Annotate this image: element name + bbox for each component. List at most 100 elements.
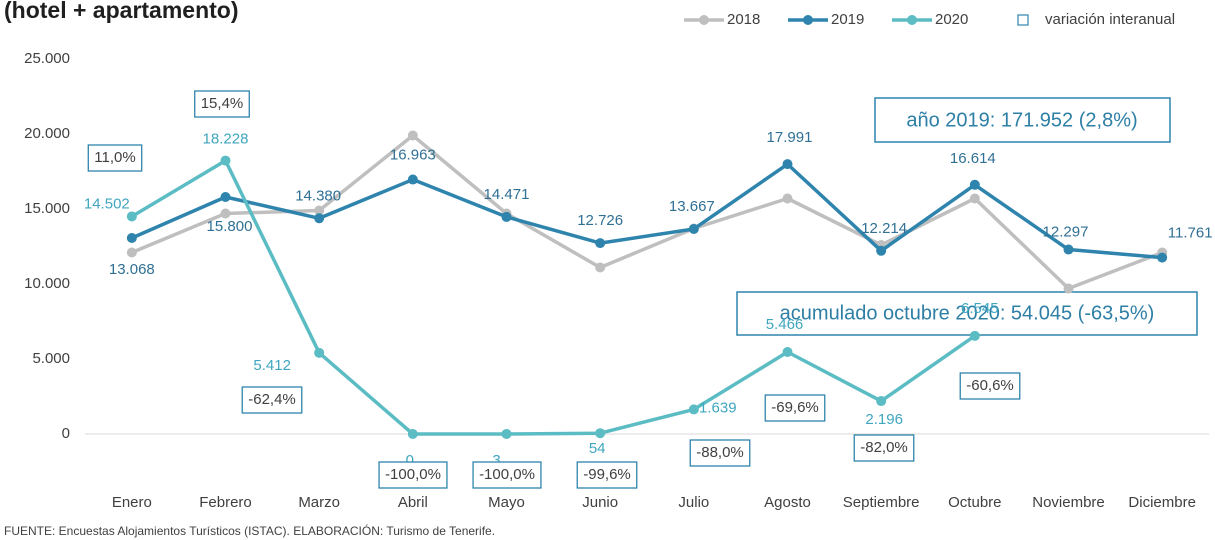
data-label: 2.196: [865, 411, 903, 428]
variation-box: [378, 461, 448, 489]
variation-box: [764, 394, 826, 422]
variation-label: -100,0%: [385, 466, 441, 483]
series-line: [130, 158, 976, 436]
y-tick-label: 0: [62, 425, 70, 442]
series-line: [131, 133, 1163, 291]
legend-label: 2019: [831, 11, 864, 28]
variation-label: 15,4%: [201, 95, 244, 112]
legend-marker: [699, 15, 709, 25]
data-point: [969, 193, 980, 204]
legend-marker: [907, 15, 917, 25]
data-label: 11.761: [1168, 225, 1213, 242]
data-point: [1063, 244, 1074, 255]
x-tick-label: Febrero: [199, 494, 252, 511]
variation-label: -82,0%: [860, 439, 908, 456]
legend-marker: [803, 15, 813, 25]
x-tick-label: Mayo: [488, 494, 525, 511]
source-note: FUENTE: Encuestas Alojamientos Turístico…: [4, 523, 495, 538]
data-label: 17.991: [767, 129, 813, 146]
variation-label: -99,6%: [583, 466, 631, 483]
data-point: [407, 130, 418, 141]
x-tick-label: Noviembre: [1032, 494, 1105, 511]
data-point: [220, 208, 231, 219]
data-label: 14.502: [84, 195, 130, 212]
x-tick-label: Septiembre: [843, 494, 920, 511]
data-label: 5.412: [253, 357, 291, 374]
variation-box: [689, 439, 751, 467]
chart-title: (hotel + apartamento): [4, 0, 239, 23]
legend-label: 2018: [727, 11, 760, 28]
data-point: [126, 247, 137, 258]
data-label: 6.545: [961, 300, 999, 317]
data-point: [782, 159, 793, 170]
x-tick-label: Abril: [398, 494, 428, 511]
data-label: 1.639: [699, 399, 737, 416]
data-point: [595, 238, 606, 249]
summary-box: [874, 97, 1171, 143]
variation-box: [194, 90, 250, 118]
y-tick-label: 5.000: [32, 350, 70, 367]
data-label: 13.068: [109, 261, 155, 278]
data-label: 16.963: [390, 147, 436, 164]
variation-label: -60,6%: [966, 377, 1014, 394]
data-point: [688, 223, 699, 234]
variation-box: [576, 461, 638, 489]
data-label: 54: [589, 440, 606, 457]
data-point: [314, 213, 325, 224]
data-point: [314, 205, 325, 216]
summary-2020: acumulado octubre 2020: 54.045 (-63,5%): [780, 302, 1155, 324]
data-label: 15.800: [207, 218, 253, 235]
data-label: 12.726: [577, 212, 623, 229]
data-label: 18.228: [203, 131, 249, 148]
data-label: 0: [406, 452, 414, 469]
y-tick-label: 10.000: [24, 275, 70, 292]
data-point: [126, 232, 137, 243]
legend-box: [1017, 14, 1029, 26]
data-point: [220, 155, 231, 166]
data-label: 12.214: [861, 220, 907, 237]
y-tick-label: 25.000: [24, 50, 70, 67]
variation-box: [87, 144, 143, 172]
data-point: [688, 404, 699, 415]
variation-box: [472, 461, 542, 489]
data-point: [1157, 252, 1168, 263]
variation-label: -62,4%: [248, 391, 296, 408]
data-point: [782, 193, 793, 204]
summary-2019: año 2019: 171.952 (2,8%): [906, 109, 1137, 131]
x-tick-label: Agosto: [764, 494, 811, 511]
series-line: [131, 162, 1163, 260]
data-point: [782, 347, 793, 358]
data-point: [1063, 283, 1074, 294]
data-label: 14.380: [295, 187, 341, 204]
x-tick-label: Enero: [112, 494, 152, 511]
data-point: [969, 330, 980, 341]
data-label: 3: [492, 452, 500, 469]
data-point: [876, 245, 887, 256]
variation-box: [241, 386, 303, 414]
legend-label: variación interanual: [1045, 11, 1175, 28]
x-tick-label: Julio: [678, 494, 709, 511]
x-tick-label: Diciembre: [1128, 494, 1196, 511]
variation-label: -88,0%: [696, 444, 744, 461]
variation-label: 11,0%: [94, 149, 135, 166]
data-point: [501, 428, 512, 439]
y-tick-label: 15.000: [24, 200, 70, 217]
data-point: [220, 192, 231, 202]
x-tick-label: Junio: [582, 494, 618, 511]
data-point: [595, 428, 606, 439]
data-point: [969, 179, 980, 190]
data-label: 5.466: [766, 316, 804, 333]
data-label: 13.667: [669, 198, 715, 215]
data-point: [501, 211, 512, 222]
x-tick-label: Marzo: [298, 494, 340, 511]
variation-box: [959, 372, 1021, 400]
x-tick-label: Octubre: [948, 494, 1001, 511]
y-tick-label: 20.000: [24, 125, 70, 142]
data-point: [407, 429, 418, 439]
data-point: [595, 262, 606, 273]
data-label: 12.297: [1043, 224, 1089, 241]
summary-box: [736, 291, 1198, 336]
data-label: 14.471: [484, 186, 530, 203]
data-point: [126, 211, 137, 222]
